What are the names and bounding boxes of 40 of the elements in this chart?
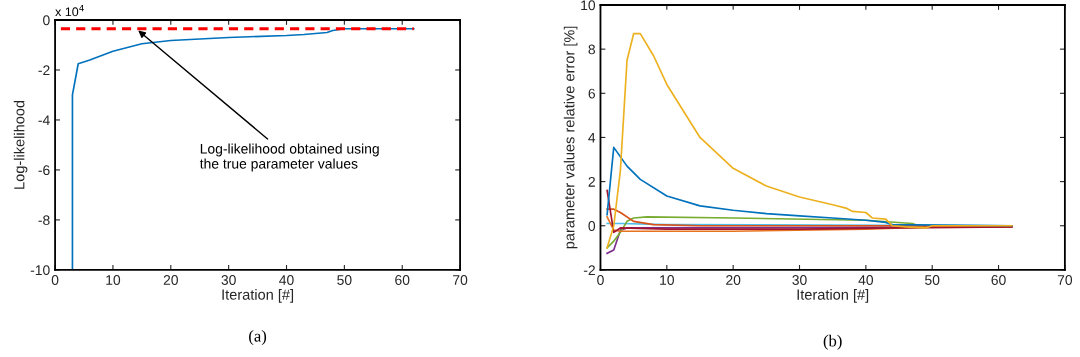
line-series: [606, 32, 1013, 249]
x-tick-label: 0: [597, 275, 604, 285]
text: (a): [249, 329, 267, 346]
x-tick-label: 10: [106, 275, 121, 285]
x-tick-label: 10: [660, 275, 674, 285]
y-tick-label: 4: [588, 132, 596, 143]
x-tick-label: 30: [221, 275, 236, 285]
x-tick-label: 70: [453, 275, 468, 285]
y-tick-label: -4: [38, 115, 50, 125]
y-tick-label: -2: [38, 65, 50, 75]
y-tick-label: 8: [588, 44, 596, 55]
text: (b): [823, 334, 842, 350]
y-tick-label: 2: [588, 176, 595, 187]
x-tick-label: 20: [726, 275, 741, 285]
x-tick-label: 40: [858, 275, 874, 285]
y-tick-label: 10: [581, 0, 596, 11]
y-tick-label: -10: [30, 265, 50, 276]
line-series: [606, 189, 1013, 234]
x-axis-title: Iteration [#]: [797, 289, 869, 303]
text: x 10$^{4}$: [55, 4, 84, 17]
x-tick-label: 60: [991, 275, 1006, 285]
y-tick-label: -8: [38, 215, 50, 226]
y-tick-label: 0: [588, 221, 596, 231]
y-tick-label: -6: [38, 165, 50, 176]
x-tick-label: 60: [395, 275, 410, 285]
x-axis-title: Iteration [#]: [222, 289, 294, 303]
x-tick-label: 0: [51, 275, 59, 285]
x-tick-label: 50: [925, 275, 940, 285]
x-tick-label: 20: [163, 275, 178, 285]
y-tick-label: 6: [588, 88, 596, 99]
line-series: [71, 27, 415, 270]
y-axis-title: parameter values relative error [%]: [563, 26, 578, 249]
x-tick-label: 50: [337, 275, 352, 285]
x-tick-label: 30: [792, 275, 807, 285]
x-tick-label: 70: [1057, 275, 1073, 285]
y-axis-title: Log-likelihood: [13, 100, 28, 189]
annotation: Log-likelihood obtained using the true parameter values: [199, 143, 379, 172]
y-tick-label: 0: [43, 15, 50, 26]
y-tick-label: -2: [583, 265, 595, 275]
x-tick-label: 40: [279, 275, 294, 285]
